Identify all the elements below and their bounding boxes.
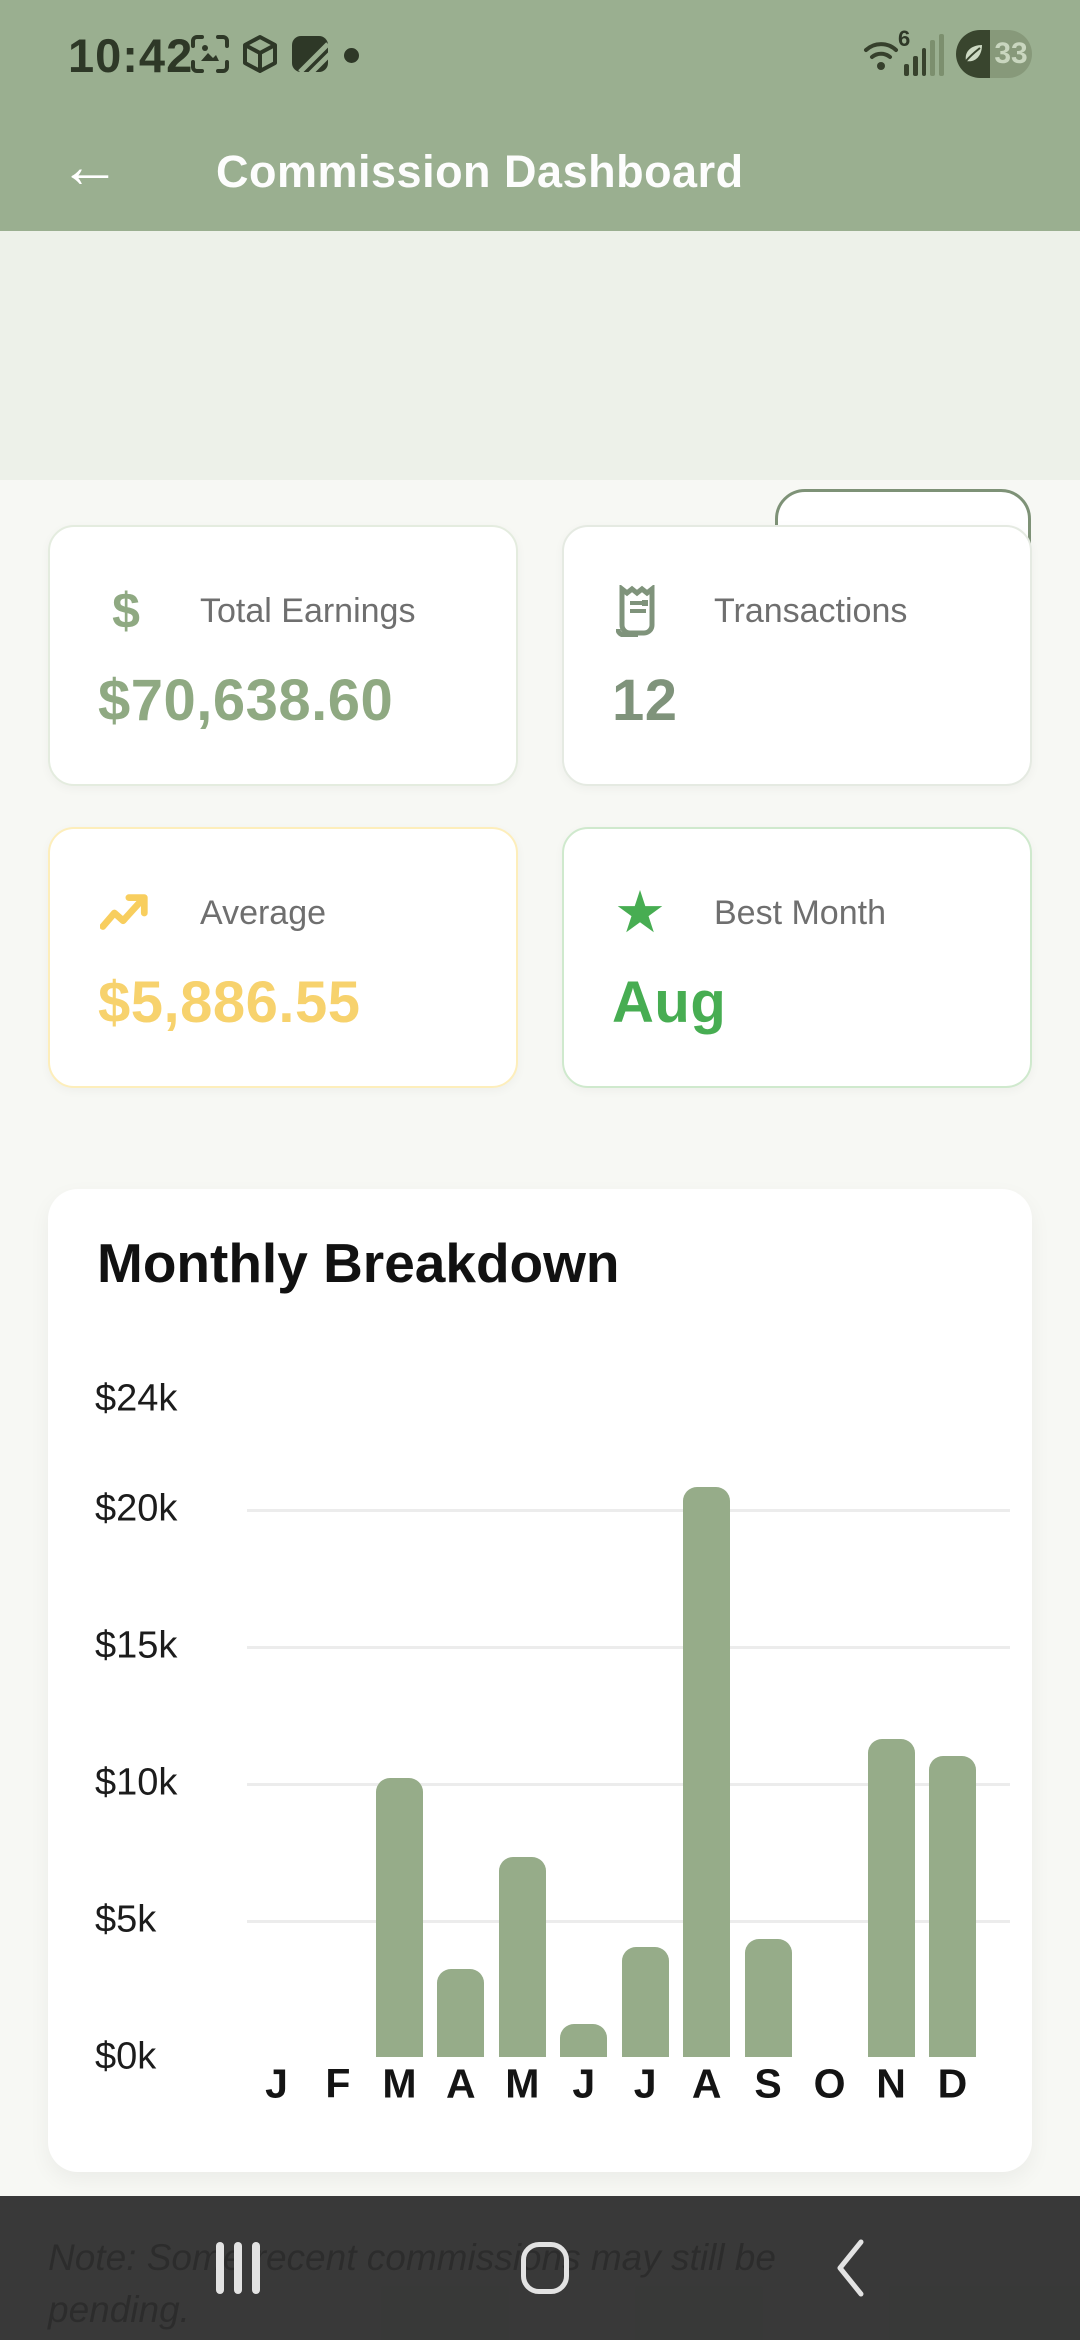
recents-icon[interactable]: [216, 2242, 260, 2294]
x-axis-label: D: [937, 2060, 968, 2107]
wifi6-badge: 6: [898, 26, 911, 51]
gridline: [247, 1783, 1010, 1786]
stat-card-label: Total Earnings: [200, 591, 416, 630]
stat-card-label: Average: [200, 893, 327, 932]
stat-card-average: Average $5,886.55: [48, 827, 518, 1088]
stat-card-value: 12: [612, 668, 678, 733]
bar-N: [867, 1739, 915, 2057]
app-bar: 10:42: [0, 0, 1080, 231]
back-icon[interactable]: [835, 2239, 865, 2297]
bar-D: [928, 1755, 976, 2057]
year-filter-row: Year: 2023: [0, 231, 1080, 658]
stat-card-label: Transactions: [714, 591, 908, 630]
battery-icon: 33: [956, 30, 1032, 78]
x-axis-label: F: [325, 2060, 351, 2107]
gridline: [247, 1920, 1010, 1923]
cube-icon: [240, 34, 280, 74]
screenshot-icon: [190, 34, 230, 74]
stat-card-value: $5,886.55: [98, 970, 361, 1035]
bar-A: [437, 1969, 485, 2057]
bar-M: [375, 1777, 423, 2057]
notification-dot-icon: [344, 48, 359, 63]
y-axis-tick: $0k: [95, 2035, 157, 2078]
home-icon[interactable]: [521, 2242, 569, 2294]
wifi-icon: 6: [858, 26, 910, 76]
chart-title: Monthly Breakdown: [97, 1232, 620, 1294]
clock: 10:42: [68, 29, 194, 82]
battery-percent: 33: [994, 37, 1028, 70]
gridline: [247, 1509, 1010, 1512]
stat-card-best-month: ★ Best Month Aug: [562, 827, 1032, 1088]
header: ← Commission Dashboard: [0, 110, 1080, 231]
stat-card-label: Best Month: [714, 893, 886, 932]
x-axis-label: N: [876, 2060, 906, 2107]
system-nav-bar: [0, 2196, 1080, 2340]
y-axis-tick: $24k: [95, 1377, 178, 1420]
x-axis-label: A: [691, 2060, 722, 2107]
x-axis-label: M: [382, 2060, 417, 2107]
y-axis-tick: $20k: [95, 1487, 178, 1530]
y-axis-tick: $10k: [95, 1761, 178, 1804]
x-axis-label: S: [754, 2060, 782, 2107]
bar-A: [683, 1487, 731, 2057]
stat-card-value: Aug: [612, 970, 727, 1035]
status-bar: 10:42: [0, 0, 1080, 110]
x-axis-label: J: [633, 2060, 657, 2107]
page-title: Commission Dashboard: [216, 146, 744, 197]
stat-card-total-earnings: $ Total Earnings $70,638.60: [48, 525, 518, 786]
receipt-icon: [614, 585, 666, 637]
battery-saver-leaf-icon: [956, 30, 990, 78]
x-axis-label: A: [446, 2060, 476, 2107]
trend-up-icon: [100, 887, 152, 939]
layers-icon: [290, 34, 330, 74]
y-axis-tick: $5k: [95, 1898, 157, 1941]
x-axis-label: M: [505, 2060, 540, 2107]
stat-card-value: $70,638.60: [98, 668, 394, 733]
y-axis-tick: $15k: [95, 1624, 178, 1667]
x-axis-label: J: [572, 2060, 596, 2107]
bar-J: [621, 1947, 669, 2057]
bar-J: [560, 2024, 608, 2057]
gridline: [247, 1646, 1010, 1649]
bar-S: [744, 1939, 792, 2057]
signal-strength-icon: [904, 34, 944, 76]
stat-card-transactions: Transactions 12: [562, 525, 1032, 786]
back-arrow-icon[interactable]: ←: [59, 132, 121, 201]
bar-M: [498, 1856, 546, 2057]
monthly-breakdown-chart: Monthly Breakdown $24k $20k $15k $10k $5k $0k…: [48, 1189, 1032, 2172]
x-axis-label: O: [813, 2060, 846, 2107]
dollar-icon: $: [112, 583, 140, 639]
x-axis-label: J: [265, 2060, 288, 2107]
star-icon: ★: [614, 880, 666, 945]
